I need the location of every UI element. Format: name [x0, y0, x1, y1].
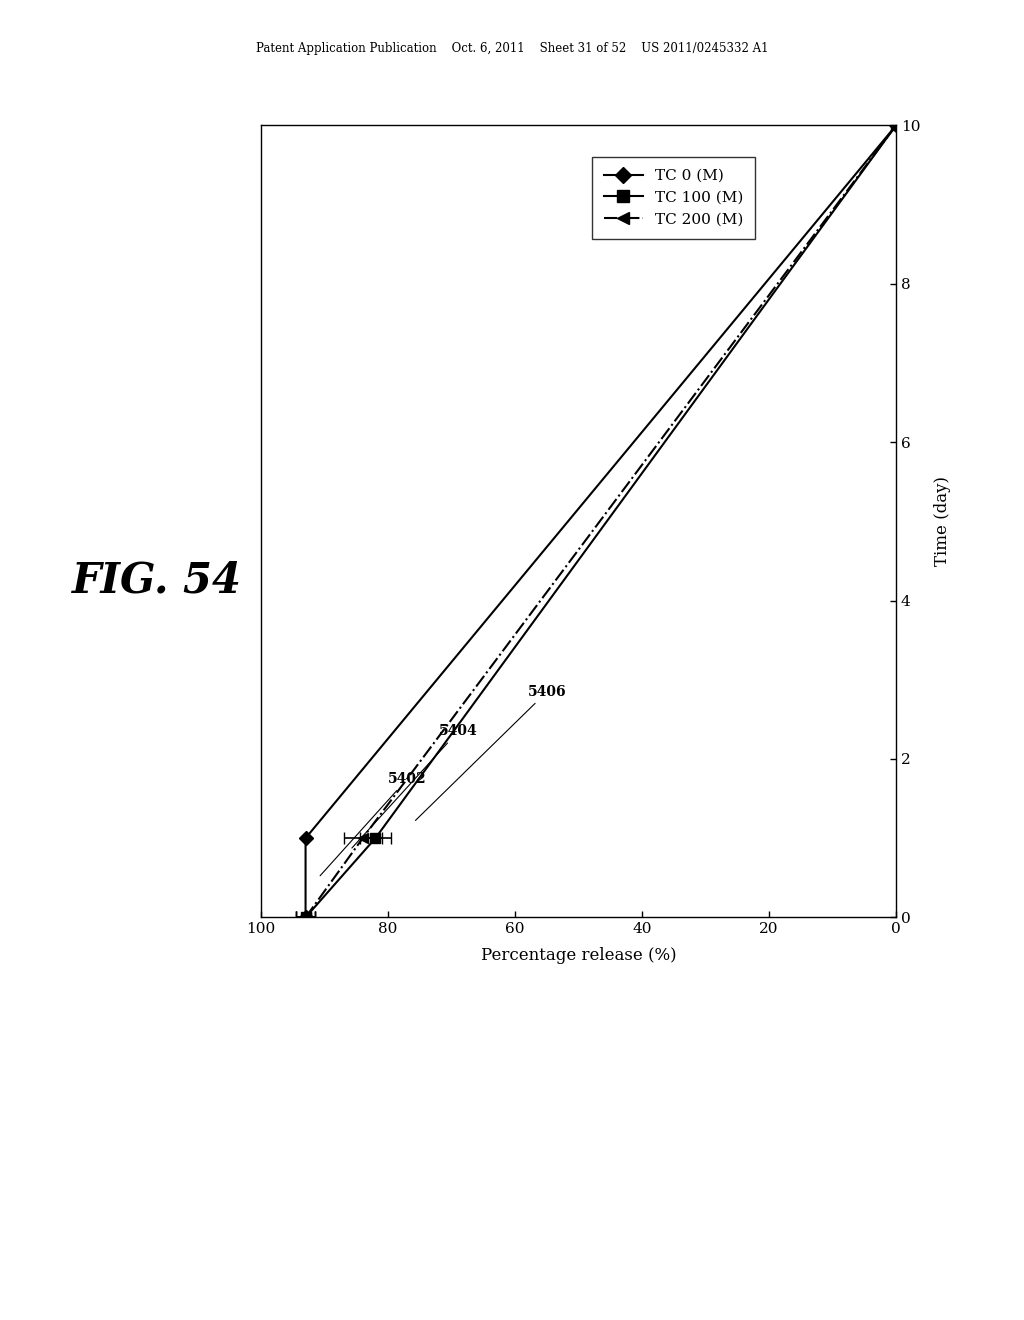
Text: FIG. 54: FIG. 54	[72, 560, 242, 602]
Text: 5406: 5406	[416, 685, 566, 821]
Y-axis label: Time (day): Time (day)	[934, 477, 951, 566]
Text: Patent Application Publication    Oct. 6, 2011    Sheet 31 of 52    US 2011/0245: Patent Application Publication Oct. 6, 2…	[256, 42, 768, 55]
X-axis label: Percentage release (%): Percentage release (%)	[480, 948, 677, 965]
Legend: TC 0 (M), TC 100 (M), TC 200 (M): TC 0 (M), TC 100 (M), TC 200 (M)	[592, 157, 756, 239]
Text: 5402: 5402	[321, 772, 427, 875]
Text: 5404: 5404	[352, 725, 477, 847]
